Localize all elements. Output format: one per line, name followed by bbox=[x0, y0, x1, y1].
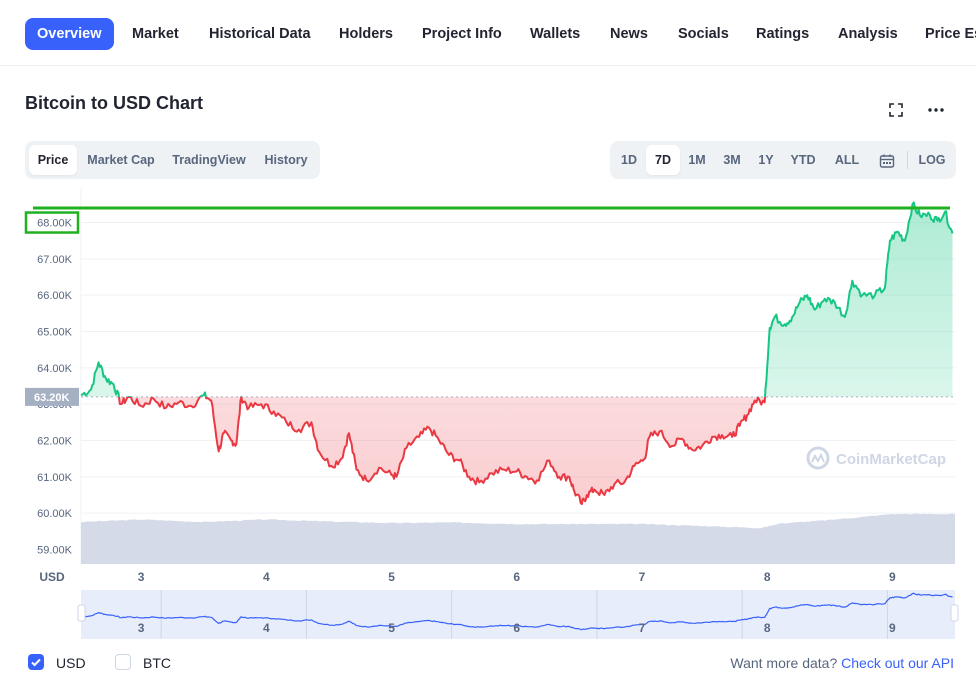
price-line-up bbox=[80, 201, 954, 397]
navigator-label: 6 bbox=[513, 621, 520, 635]
y-tick-label: 65.00K bbox=[37, 327, 73, 339]
more-data-prompt: Want more data? bbox=[730, 655, 838, 671]
navigator-label: 3 bbox=[138, 621, 145, 635]
reference-price-text: 63.20K bbox=[34, 392, 70, 404]
y-tick-label: 64.00K bbox=[37, 363, 73, 375]
price-chart: 59.00K60.00K61.00K62.00K63.00K64.00K65.0… bbox=[24, 188, 959, 639]
chart-title: Bitcoin to USD Chart bbox=[25, 93, 203, 113]
tab-wallets[interactable]: Wallets bbox=[530, 26, 581, 42]
navigator-left-handle[interactable] bbox=[77, 604, 86, 622]
y-tick-label: 62.00K bbox=[37, 435, 73, 447]
chart-type-market-cap[interactable]: Market Cap bbox=[87, 153, 155, 167]
range-3m[interactable]: 3M bbox=[723, 153, 741, 167]
calendar-icon[interactable] bbox=[874, 145, 900, 175]
y-tick-label: 68.00K bbox=[37, 218, 73, 230]
log-toggle[interactable]: LOG bbox=[918, 153, 946, 167]
x-tick-label: 8 bbox=[764, 570, 771, 584]
range-7d[interactable]: 7D bbox=[646, 145, 680, 175]
y-tick-label: 60.00K bbox=[37, 508, 73, 520]
top-nav: Overview Market Historical Data Holders … bbox=[0, 0, 976, 66]
chart-type-tradingview[interactable]: TradingView bbox=[172, 153, 246, 167]
x-tick-label: 4 bbox=[263, 570, 270, 584]
expand-icon[interactable] bbox=[886, 100, 906, 120]
chart-type-price[interactable]: Price bbox=[29, 145, 77, 175]
navigator-label: 7 bbox=[639, 621, 646, 635]
y-tick-label: 59.00K bbox=[37, 544, 73, 556]
price-line-down bbox=[117, 396, 767, 506]
range-all[interactable]: ALL bbox=[834, 153, 860, 167]
usd-label: USD bbox=[56, 655, 86, 671]
x-tick-label: 6 bbox=[513, 570, 520, 584]
chart-type-history[interactable]: History bbox=[264, 153, 308, 167]
navigator-label: 9 bbox=[889, 621, 896, 635]
navigator-label: 8 bbox=[764, 621, 771, 635]
watermark-text: CoinMarketCap bbox=[836, 451, 946, 468]
chart-type-selector: Price Market Cap TradingView History bbox=[25, 141, 320, 179]
y-tick-label: 67.00K bbox=[37, 254, 73, 266]
reference-price-label: 63.20K bbox=[25, 387, 79, 406]
price-area-down bbox=[81, 396, 953, 505]
navigator-label: 5 bbox=[388, 621, 395, 635]
navigator-day-dividers bbox=[160, 590, 888, 639]
more-dots-icon[interactable] bbox=[926, 100, 946, 120]
tab-market[interactable]: Market bbox=[132, 26, 179, 42]
x-tick-label: 9 bbox=[889, 570, 896, 584]
navigator-line bbox=[80, 592, 953, 631]
y-tick-label: 61.00K bbox=[37, 472, 73, 484]
tab-project-info[interactable]: Project Info bbox=[422, 26, 502, 42]
x-tick-label: 5 bbox=[388, 570, 395, 584]
range-ytd[interactable]: YTD bbox=[790, 153, 816, 167]
tab-overview[interactable]: Overview bbox=[25, 18, 114, 50]
price-area-up bbox=[81, 202, 953, 397]
axis-currency-label: USD bbox=[39, 570, 65, 584]
y-tick-label: 66.00K bbox=[37, 290, 73, 302]
navigator-labels: 3 4 5 6 7 8 9 bbox=[138, 621, 896, 635]
x-tick-label: 7 bbox=[639, 570, 646, 584]
range-selector: 1D 7D 1M 3M 1Y YTD ALL LOG bbox=[610, 141, 956, 179]
y-axis: 59.00K60.00K61.00K62.00K63.00K64.00K65.0… bbox=[37, 218, 73, 557]
api-link[interactable]: Check out our API bbox=[841, 655, 954, 671]
btc-label: BTC bbox=[143, 655, 171, 671]
grid-lines bbox=[80, 188, 955, 564]
tab-news[interactable]: News bbox=[610, 26, 648, 42]
tab-historical-data[interactable]: Historical Data bbox=[209, 26, 311, 42]
navigator-label: 4 bbox=[263, 621, 270, 635]
tab-price-estimates[interactable]: Price Es bbox=[925, 26, 976, 42]
highlighted-tick-box bbox=[24, 211, 80, 234]
range-1m[interactable]: 1M bbox=[688, 153, 706, 167]
tab-socials[interactable]: Socials bbox=[678, 26, 729, 42]
range-divider bbox=[907, 151, 908, 169]
currency-toggle: USD BTC bbox=[28, 652, 228, 674]
volume-area bbox=[81, 513, 955, 564]
tab-holders[interactable]: Holders bbox=[339, 26, 393, 42]
coinmarketcap-watermark: CoinMarketCap bbox=[806, 446, 946, 470]
x-axis: 3 4 5 6 7 8 9 bbox=[138, 570, 896, 584]
x-tick-label: 3 bbox=[138, 570, 145, 584]
range-1d[interactable]: 1D bbox=[621, 153, 637, 167]
navigator-right-handle[interactable] bbox=[950, 604, 959, 622]
usd-checkbox[interactable] bbox=[28, 654, 44, 670]
range-1y[interactable]: 1Y bbox=[758, 153, 774, 167]
tab-ratings[interactable]: Ratings bbox=[756, 26, 810, 42]
tab-analysis[interactable]: Analysis bbox=[838, 26, 898, 42]
btc-checkbox[interactable] bbox=[115, 654, 131, 670]
range-navigator[interactable]: 3 4 5 6 7 8 9 bbox=[77, 590, 959, 639]
more-data-text: Want more data? Check out our API bbox=[730, 655, 954, 671]
